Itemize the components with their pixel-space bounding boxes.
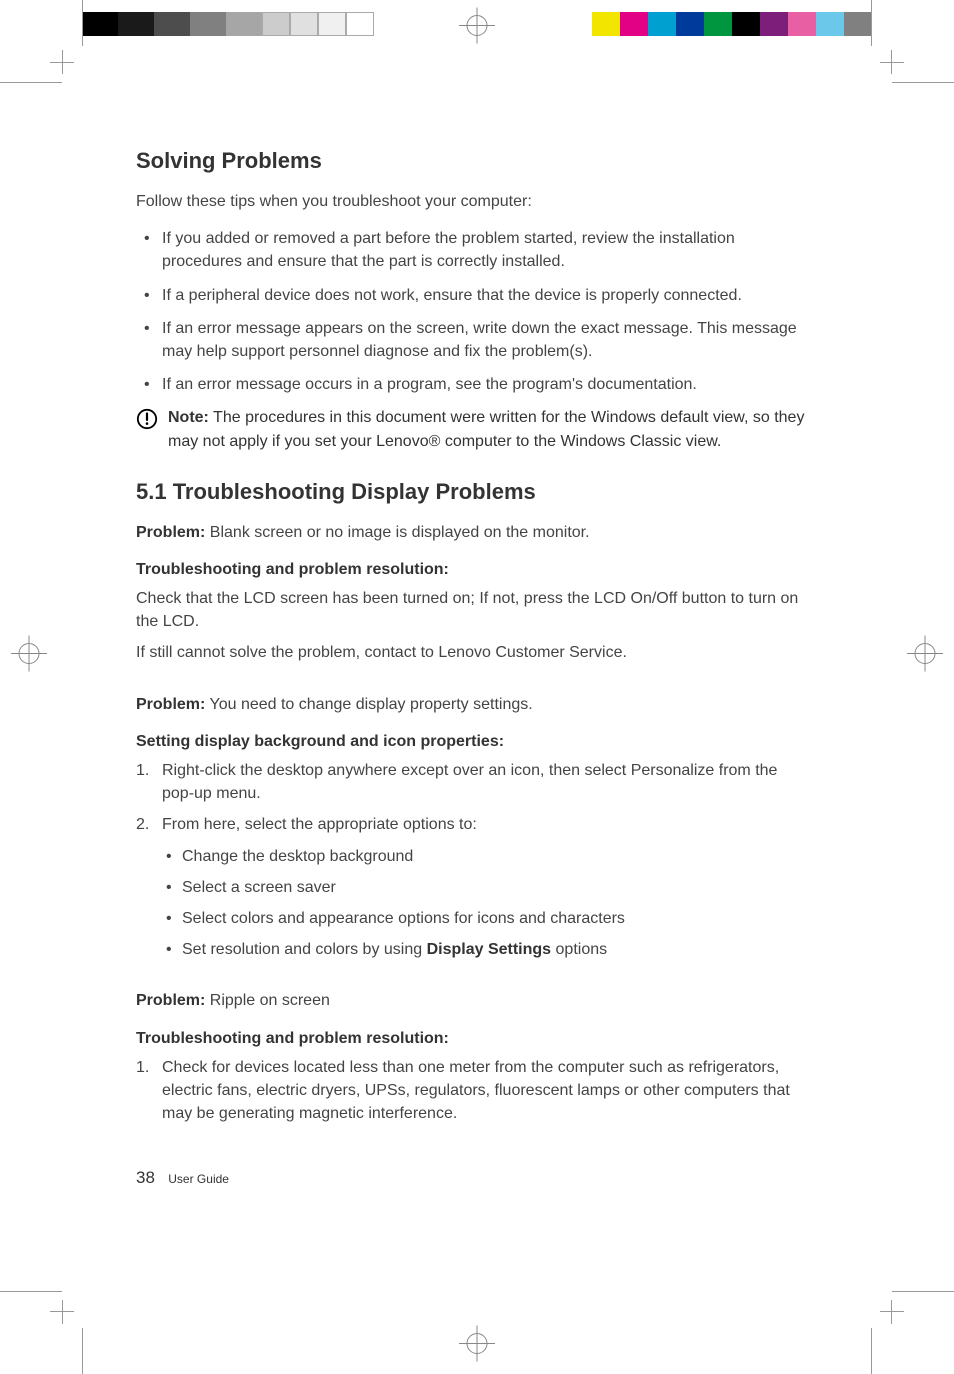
swatch [732, 12, 760, 36]
swatch [788, 12, 816, 36]
note-block: Note: The procedures in this document we… [136, 406, 808, 452]
list-item: If you added or removed a part before th… [136, 227, 808, 273]
swatch [226, 12, 262, 36]
swatch [346, 12, 374, 36]
body-text: If still cannot solve the problem, conta… [136, 641, 808, 664]
tips-list: If you added or removed a part before th… [136, 227, 808, 396]
intro-text: Follow these tips when you troubleshoot … [136, 190, 808, 213]
step-text: From here, select the appropriate option… [162, 816, 477, 833]
list-item: Set resolution and colors by using Displ… [162, 938, 808, 961]
subsection-heading: 5.1 Troubleshooting Display Problems [136, 479, 808, 505]
problem-text: You need to change display property sett… [205, 696, 532, 713]
problem-text: Blank screen or no image is displayed on… [205, 524, 589, 541]
registration-mark-icon [11, 636, 47, 677]
steps-list: Check for devices located less than one … [136, 1056, 808, 1126]
list-item: From here, select the appropriate option… [136, 813, 808, 961]
problem-line: Problem: Blank screen or no image is dis… [136, 521, 808, 544]
problem-text: Ripple on screen [205, 992, 330, 1009]
list-item: If an error message occurs in a program,… [136, 373, 808, 396]
list-item: Right-click the desktop anywhere except … [136, 759, 808, 805]
alert-circle-icon [136, 408, 158, 435]
swatch [648, 12, 676, 36]
note-label: Note: [168, 409, 209, 426]
swatch [592, 12, 620, 36]
swatch [844, 12, 872, 36]
problem-label: Problem: [136, 992, 205, 1009]
footer-label: User Guide [168, 1172, 229, 1186]
list-item: Select a screen saver [162, 876, 808, 899]
swatch [154, 12, 190, 36]
problem-line: Problem: You need to change display prop… [136, 693, 808, 716]
swatch [816, 12, 844, 36]
problem-label: Problem: [136, 696, 205, 713]
page-number: 38 [136, 1168, 155, 1187]
body-text: Check that the LCD screen has been turne… [136, 587, 808, 633]
registration-mark-icon [459, 8, 495, 49]
resolution-subhead: Troubleshooting and problem resolution: [136, 558, 808, 581]
note-text: Note: The procedures in this document we… [168, 406, 808, 452]
grayscale-swatch-bar [82, 12, 374, 36]
text: options [551, 941, 607, 958]
color-swatch-bar [592, 12, 872, 36]
list-item: Change the desktop background [162, 845, 808, 868]
sub-bullet-list: Change the desktop background Select a s… [162, 845, 808, 962]
registration-mark-icon [907, 636, 943, 677]
swatch [118, 12, 154, 36]
problem-label: Problem: [136, 524, 205, 541]
swatch [676, 12, 704, 36]
registration-mark-icon [459, 1326, 495, 1367]
resolution-subhead: Troubleshooting and problem resolution: [136, 1027, 808, 1050]
resolution-subhead: Setting display background and icon prop… [136, 730, 808, 753]
swatch [318, 12, 346, 36]
swatch [262, 12, 290, 36]
swatch [760, 12, 788, 36]
list-item: If an error message appears on the scree… [136, 317, 808, 363]
page-footer: 38 User Guide [136, 1168, 229, 1188]
list-item: If a peripheral device does not work, en… [136, 284, 808, 307]
swatch [704, 12, 732, 36]
section-heading: Solving Problems [136, 148, 808, 174]
swatch [290, 12, 318, 36]
swatch [620, 12, 648, 36]
list-item: Select colors and appearance options for… [162, 907, 808, 930]
swatch [82, 12, 118, 36]
bold-text: Display Settings [427, 941, 551, 958]
steps-list: Right-click the desktop anywhere except … [136, 759, 808, 961]
problem-line: Problem: Ripple on screen [136, 989, 808, 1012]
page-content: Solving Problems Follow these tips when … [136, 148, 808, 1133]
swatch [190, 12, 226, 36]
list-item: Check for devices located less than one … [136, 1056, 808, 1126]
text: Set resolution and colors by using [182, 941, 427, 958]
note-body: The procedures in this document were wri… [168, 409, 804, 449]
